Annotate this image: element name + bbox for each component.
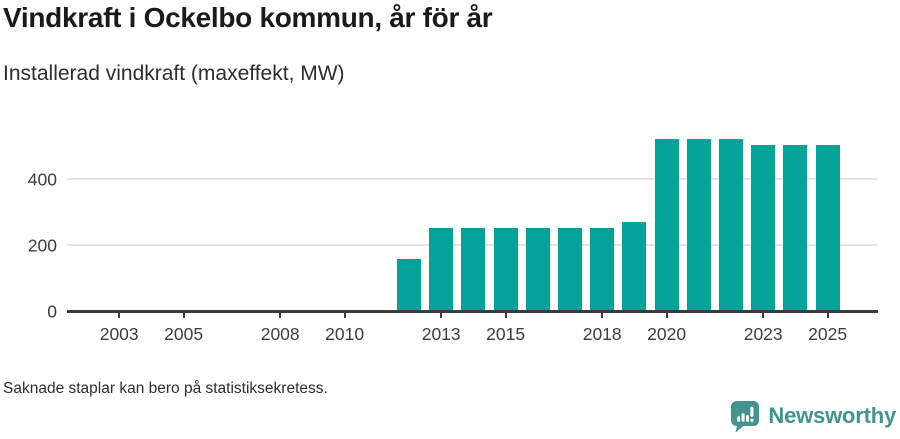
- bar-2024: [783, 144, 808, 311]
- newsworthy-logo-text: Newsworthy: [768, 403, 896, 428]
- y-axis-label-400: 400: [27, 169, 57, 189]
- chart-title: Vindkraft i Ockelbo kommun, år för år: [3, 2, 493, 33]
- x-tick-2005: [182, 312, 185, 318]
- bar-2013: [429, 228, 454, 311]
- x-axis-label-2023: 2023: [743, 324, 783, 344]
- x-axis-label-2015: 2015: [486, 324, 526, 344]
- x-tick-2010: [343, 312, 346, 318]
- bar-2022: [719, 138, 743, 311]
- newsworthy-branding: Newsworthy: [730, 400, 896, 432]
- x-axis-label-2025: 2025: [808, 324, 848, 344]
- bar-2014: [461, 228, 486, 311]
- x-tick-2023: [762, 312, 765, 318]
- bar-2019: [622, 221, 647, 311]
- bar-2021: [686, 138, 711, 311]
- x-axis-label-2020: 2020: [647, 324, 687, 344]
- bar-2018: [590, 228, 615, 311]
- newsworthy-logo-icon: [731, 400, 760, 432]
- x-tick-2018: [601, 312, 604, 318]
- x-tick-2020: [665, 312, 668, 318]
- x-axis-label-2010: 2010: [325, 324, 365, 344]
- x-axis-label-2005: 2005: [164, 324, 204, 344]
- x-tick-2003: [118, 312, 121, 318]
- bar-2017: [558, 228, 582, 311]
- x-axis-label-2013: 2013: [421, 324, 461, 344]
- x-tick-2008: [279, 312, 282, 318]
- bar-2025: [815, 144, 840, 311]
- bar-2020: [654, 138, 679, 311]
- gridline-400: [67, 177, 878, 180]
- y-axis-label-200: 200: [27, 235, 57, 256]
- bar-2012: [397, 259, 421, 311]
- footnote: Saknade staplar kan bero på statistiksek…: [3, 380, 328, 397]
- x-axis-label-2018: 2018: [582, 324, 622, 344]
- x-tick-2013: [440, 312, 443, 318]
- x-axis-line: [67, 310, 878, 313]
- x-axis-label-2003: 2003: [99, 324, 139, 344]
- x-tick-2015: [504, 312, 507, 318]
- chart-subtitle: Installerad vindkraft (maxeffekt, MW): [3, 62, 345, 85]
- bar-2016: [525, 228, 550, 311]
- x-axis-label-2008: 2008: [260, 324, 300, 344]
- x-tick-2025: [826, 312, 829, 318]
- bar-2023: [751, 144, 776, 311]
- y-axis-label-0: 0: [47, 301, 57, 322]
- bar-2015: [493, 228, 518, 311]
